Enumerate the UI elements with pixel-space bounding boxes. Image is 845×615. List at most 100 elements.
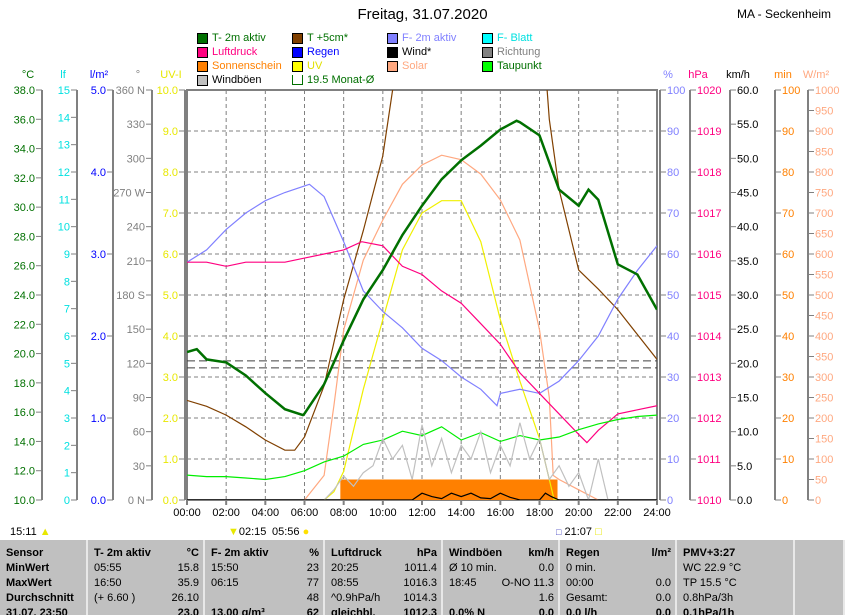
- x-tick-label: 02:00: [212, 507, 240, 519]
- stats-row: ^0.9hPa/h 1014.3: [331, 591, 437, 606]
- sunrise: 05:56 ●: [272, 526, 309, 539]
- axis-tick-label: 24.0: [14, 290, 35, 302]
- axis-tick-label: 240: [127, 222, 145, 234]
- stats-row: (+ 6.60 ) 26.10: [94, 591, 199, 606]
- legend-item: F- 2m aktiv: [387, 32, 456, 44]
- axis-tick-label: 2.0: [91, 331, 106, 343]
- page-title: Freitag, 31.07.2020: [357, 6, 488, 23]
- sun-icon: ●: [302, 526, 310, 538]
- axis-tick-label: 550: [815, 270, 833, 282]
- axis-tick-label: 120: [127, 358, 145, 370]
- legend-item: F- Blatt: [482, 32, 532, 44]
- series-luftdruck: [187, 241, 657, 444]
- axis-unit-label: km/h: [726, 69, 750, 81]
- stats-row: WC 22.9 °C: [683, 561, 789, 576]
- axis-tick-label: 1018: [697, 167, 721, 179]
- stats-cell: 0.0: [538, 607, 554, 615]
- legend-item: UV: [292, 60, 322, 72]
- axis-tick-label: 90: [782, 126, 794, 138]
- axis-tick-label: 30: [667, 372, 679, 384]
- axis-tick-label: 100: [815, 454, 833, 466]
- stats-row: 0.1hPa/1h: [683, 606, 789, 615]
- axis-tick-label: 5.0: [737, 461, 752, 473]
- stats-row: Ø 10 min. 0.0: [449, 561, 554, 576]
- series-t-2m-aktiv: [187, 119, 657, 417]
- axis-tick-label: 2: [64, 440, 70, 452]
- station-name: MA - Seckenheim: [736, 7, 831, 21]
- axis-tick-label: 1017: [697, 208, 721, 220]
- axis-tick-label: 1.0: [91, 413, 106, 425]
- stats-row: 0 min.: [566, 561, 671, 576]
- stats-row: Luftdruck hPa: [331, 546, 437, 561]
- stats-cell: 18:45: [449, 577, 477, 589]
- sunrise-time: 05:56: [272, 526, 300, 538]
- x-tick-label: 18:00: [526, 507, 554, 519]
- axis-tick-label: 28.0: [14, 231, 35, 243]
- stats-row: 20:25 1011.4: [331, 561, 437, 576]
- series-f-2m-aktiv: [187, 183, 657, 407]
- axis-tick-label: 4.0: [91, 167, 106, 179]
- stats-cell: 31.07. 23:50: [6, 607, 68, 615]
- axis-tick-label: 250: [815, 393, 833, 405]
- axis-tick-label: 150: [815, 434, 833, 446]
- axis-tick-label: 300: [127, 153, 145, 165]
- legend-swatch: [197, 32, 208, 44]
- stats-cell: 0.0 l/h: [566, 607, 598, 615]
- axis-tick-label: 38.0: [14, 85, 35, 97]
- moonset: ▼02:15: [228, 526, 266, 539]
- sunshine-bar: [340, 479, 558, 500]
- legend-swatch: [197, 46, 208, 58]
- stats-cell: l/m²: [651, 547, 671, 559]
- legend-label: F- 2m aktiv: [402, 32, 457, 44]
- x-tick-label: 06:00: [291, 507, 319, 519]
- x-tick-label: 04:00: [252, 507, 280, 519]
- stats-cell: Luftdruck: [331, 547, 382, 559]
- stats-row: TP 15.5 °C: [683, 576, 789, 591]
- x-tick-label: 20:00: [565, 507, 593, 519]
- axis-tick-label: 90: [667, 126, 679, 138]
- legend-item: 19.5 Monat-Ø: [292, 74, 374, 86]
- axis-tick-label: 800: [815, 167, 833, 179]
- legend-swatch: [197, 74, 208, 86]
- stats-row: 0.0% N 0.0: [449, 606, 554, 615]
- stats-cell: gleichbl.: [331, 607, 376, 615]
- stats-cell: 06:15: [211, 577, 239, 589]
- axis-tick-label: 70: [782, 208, 794, 220]
- axis-tick-label: 18.0: [14, 378, 35, 390]
- legend-label: Wind*: [402, 46, 432, 58]
- stats-row: 13.00 g/m³ 62: [211, 606, 319, 615]
- x-tick-label: 14:00: [447, 507, 475, 519]
- axis-tick-label: 1019: [697, 126, 721, 138]
- stats-cell: 16:50: [94, 577, 122, 589]
- axis-tick-label: 950: [815, 106, 833, 118]
- axis-tick-label: 1.0: [163, 454, 178, 466]
- axis-tick-label: 60: [133, 427, 145, 439]
- legend-item: Sonnenschein: [197, 60, 282, 72]
- axis-tick-label: 8.0: [163, 167, 178, 179]
- stats-cell: MinWert: [6, 562, 50, 574]
- axis-tick-label: 36.0: [14, 114, 35, 126]
- sunset-icon: □: [595, 526, 602, 538]
- axis-tick-label: 1011: [697, 454, 721, 466]
- stats-cell: ^0.9hPa/h: [331, 592, 381, 604]
- stats-cell: °C: [186, 547, 199, 559]
- axis-tick-label: 0.0: [737, 495, 752, 507]
- axis-tick-label: 20: [782, 413, 794, 425]
- stats-row: T- 2m aktiv °C: [94, 546, 199, 561]
- axis-tick-label: 80: [782, 167, 794, 179]
- stats-cell: PMV+3:27: [683, 547, 736, 559]
- stats-cell: 0.0: [655, 607, 671, 615]
- axis-tick-label: 55.0: [737, 119, 758, 131]
- stats-row: F- 2m aktiv%: [211, 546, 319, 561]
- legend-swatch: [292, 32, 303, 44]
- axis-tick-label: 3.0: [163, 372, 178, 384]
- axis-tick-label: 30: [133, 461, 145, 473]
- axis-tick-label: 9.0: [163, 126, 178, 138]
- stats-cell: Gesamt:: [566, 592, 608, 604]
- axis-tick-label: 20.0: [14, 349, 35, 361]
- legend-item: Wind*: [387, 46, 431, 58]
- axis-tick-label: 0: [667, 495, 673, 507]
- axis-unit-label: UV-I: [160, 69, 181, 81]
- legend-label: Regen: [307, 46, 340, 58]
- stats-row: Durchschnitt: [6, 591, 82, 606]
